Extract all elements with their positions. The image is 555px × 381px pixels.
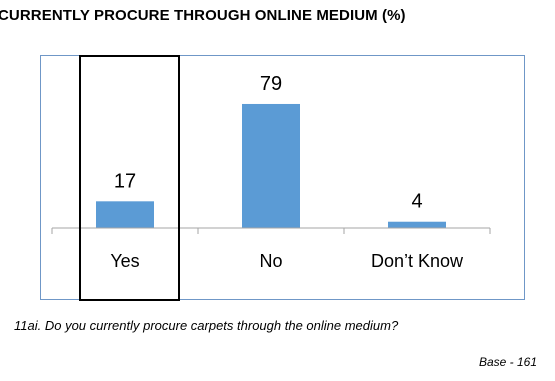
bar-0: [96, 201, 154, 228]
data-label: 79: [260, 73, 282, 95]
bar-2: [388, 221, 446, 228]
bar-1: [242, 103, 300, 228]
question-text: 11ai. Do you currently procure carpets t…: [14, 318, 399, 333]
category-label: Yes: [110, 251, 139, 271]
highlight-box: [79, 55, 180, 301]
chart-frame: [40, 55, 525, 300]
base-text: Base - 161: [478, 355, 537, 369]
chart-title: CURRENTLY PROCURE THROUGH ONLINE MEDIUM …: [0, 7, 406, 24]
data-label: 4: [411, 191, 422, 213]
category-label: No: [259, 251, 282, 271]
category-label: Don’t Know: [371, 251, 464, 271]
data-label: 17: [114, 170, 136, 192]
